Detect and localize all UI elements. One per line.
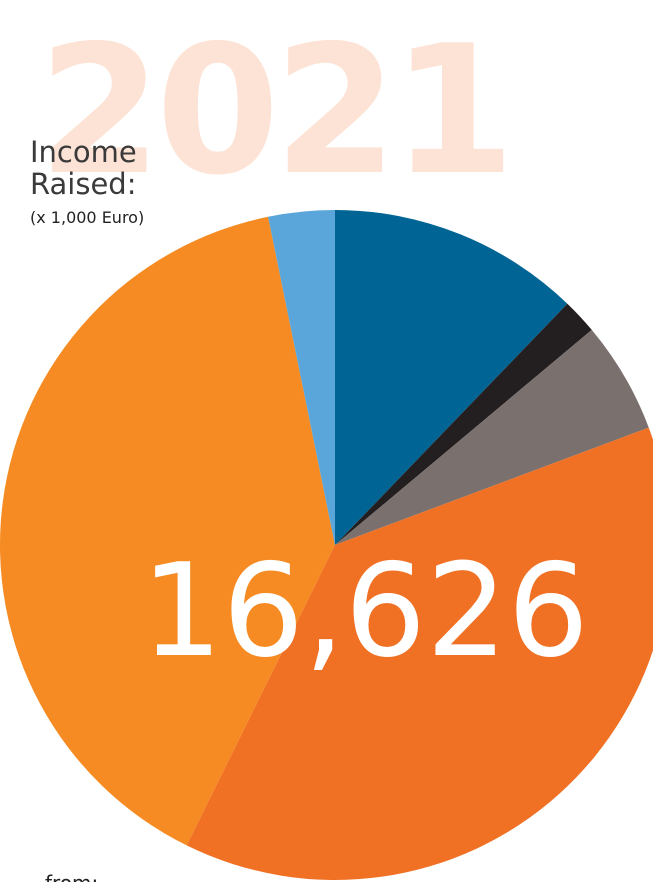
pie-slice <box>0 216 335 846</box>
pie-slice <box>268 210 335 545</box>
pie <box>0 210 653 880</box>
title-line: Raised: <box>30 167 136 201</box>
pie-slice <box>335 303 592 545</box>
footer: from: <box>45 871 98 882</box>
total: 16,626 <box>141 537 589 686</box>
unit-note: (x 1,000 Euro) <box>30 208 144 227</box>
year: 2021 <box>38 7 509 214</box>
pie-slice <box>335 210 568 545</box>
title-line: Income <box>30 135 137 169</box>
pie-slice <box>335 329 649 545</box>
pie-slice <box>186 427 653 880</box>
